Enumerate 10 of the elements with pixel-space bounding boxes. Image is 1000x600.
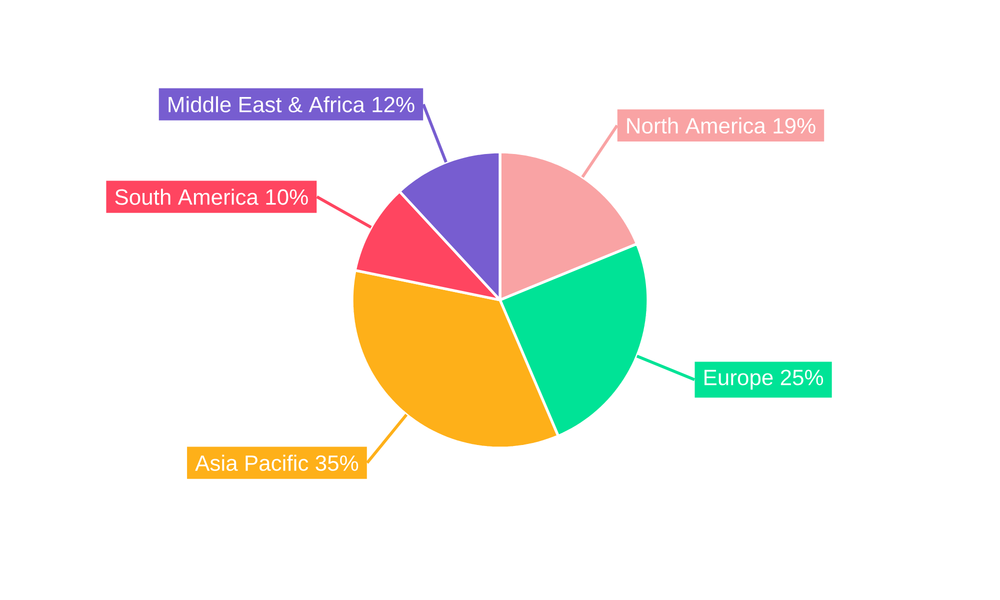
data-label: 35% bbox=[316, 455, 358, 471]
slice-label: Europe bbox=[704, 370, 773, 390]
slice-label: North America bbox=[627, 117, 766, 134]
data-label: 19% bbox=[774, 118, 816, 134]
slice-label: Asia Pacific bbox=[195, 454, 308, 471]
data-label: 25% bbox=[780, 370, 824, 386]
data-label: 12% bbox=[372, 96, 414, 112]
slice-label: South America bbox=[115, 188, 258, 205]
slice-label: Middle East & Africa bbox=[168, 96, 365, 112]
data-label: 10% bbox=[266, 189, 308, 205]
